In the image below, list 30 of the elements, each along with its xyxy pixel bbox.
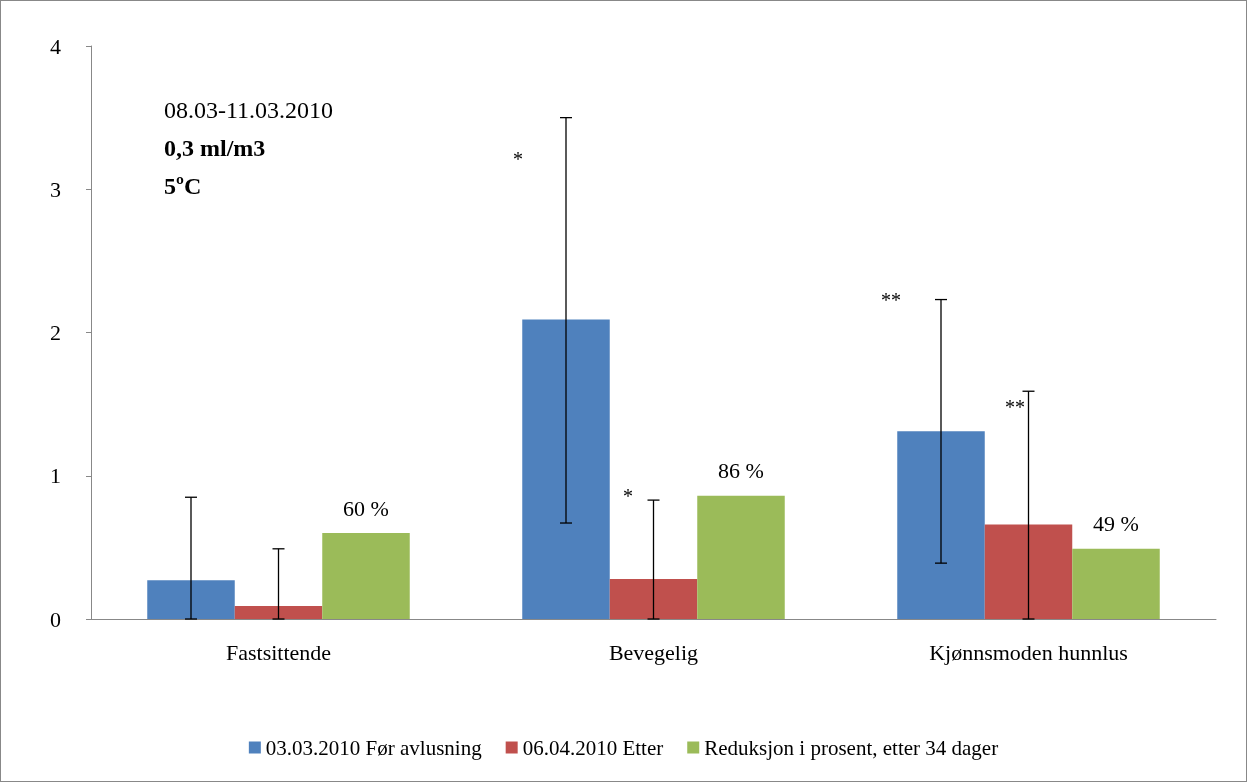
data-label: 60 % — [343, 495, 389, 521]
y-tick-label: 2 — [50, 320, 61, 345]
data-label: 49 % — [1093, 511, 1139, 537]
y-tick-label: 3 — [50, 176, 61, 202]
x-tick-label: Fastsittende — [225, 639, 332, 665]
bar — [322, 533, 410, 619]
annotation: 08.03-11.03.2010 — [164, 97, 334, 123]
legend-label: 06.04.2010 Etter — [522, 735, 664, 760]
bar — [984, 524, 1073, 619]
legend-label: 03.03.2010 Før avlusning — [265, 735, 483, 760]
y-tick-label: 0 — [50, 606, 61, 632]
x-tick-label: Kjønnsmoden hunnlus — [929, 639, 1128, 665]
bar — [522, 319, 610, 619]
data-label: 86 % — [718, 458, 764, 484]
bar — [147, 580, 235, 619]
y-tick-label: 1 — [50, 463, 61, 489]
annotation: ** — [881, 289, 901, 311]
bar — [1072, 548, 1160, 619]
y-tick-label: 4 — [50, 33, 61, 59]
x-tick-label: Bevegelig — [608, 639, 699, 665]
legend-label: Reduksjon i prosent, etter 34 dager — [704, 735, 999, 760]
bar — [609, 578, 698, 619]
annotation: * — [623, 485, 633, 507]
bar — [897, 431, 985, 619]
bar — [234, 606, 323, 619]
bar — [697, 495, 785, 619]
annotation: 0,3 ml/m3 — [164, 135, 266, 161]
annotation: ** — [1005, 396, 1025, 418]
annotation: 5ºC — [164, 173, 202, 199]
annotation: * — [513, 148, 523, 170]
